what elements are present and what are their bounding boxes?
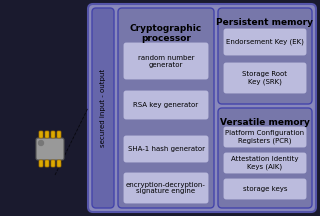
FancyBboxPatch shape [218, 108, 312, 208]
FancyBboxPatch shape [123, 135, 209, 163]
Circle shape [38, 140, 44, 146]
Text: RSA key generator: RSA key generator [133, 102, 199, 108]
FancyBboxPatch shape [51, 160, 55, 167]
FancyBboxPatch shape [223, 152, 307, 174]
Text: Storage Root
Key (SRK): Storage Root Key (SRK) [243, 71, 287, 85]
FancyBboxPatch shape [123, 42, 209, 80]
Text: Platform Configuration
Registers (PCR): Platform Configuration Registers (PCR) [225, 130, 305, 144]
Text: Attestation Identity
Keys (AIK): Attestation Identity Keys (AIK) [231, 156, 299, 170]
Text: storage keys: storage keys [243, 186, 287, 192]
FancyBboxPatch shape [223, 178, 307, 200]
FancyBboxPatch shape [218, 8, 312, 104]
Text: Endorsement Key (EK): Endorsement Key (EK) [226, 39, 304, 45]
Text: Persistent memory: Persistent memory [217, 18, 314, 27]
FancyBboxPatch shape [57, 160, 61, 167]
Text: random number
generator: random number generator [138, 54, 194, 67]
FancyBboxPatch shape [39, 160, 43, 167]
Text: Cryptographic
processor: Cryptographic processor [130, 24, 202, 43]
FancyBboxPatch shape [45, 131, 49, 138]
FancyBboxPatch shape [123, 172, 209, 204]
FancyBboxPatch shape [223, 28, 307, 56]
FancyBboxPatch shape [36, 138, 64, 160]
FancyBboxPatch shape [88, 4, 316, 212]
FancyBboxPatch shape [45, 160, 49, 167]
FancyBboxPatch shape [57, 131, 61, 138]
FancyBboxPatch shape [51, 131, 55, 138]
Text: secured input - output: secured input - output [100, 69, 106, 147]
FancyBboxPatch shape [39, 131, 43, 138]
FancyBboxPatch shape [92, 8, 114, 208]
Text: Versatile memory: Versatile memory [220, 118, 310, 127]
FancyBboxPatch shape [123, 90, 209, 120]
Text: SHA-1 hash generator: SHA-1 hash generator [127, 146, 204, 152]
Text: encryption-decryption-
signature engine: encryption-decryption- signature engine [126, 181, 206, 194]
FancyBboxPatch shape [223, 126, 307, 148]
FancyBboxPatch shape [223, 62, 307, 94]
FancyBboxPatch shape [118, 8, 214, 208]
